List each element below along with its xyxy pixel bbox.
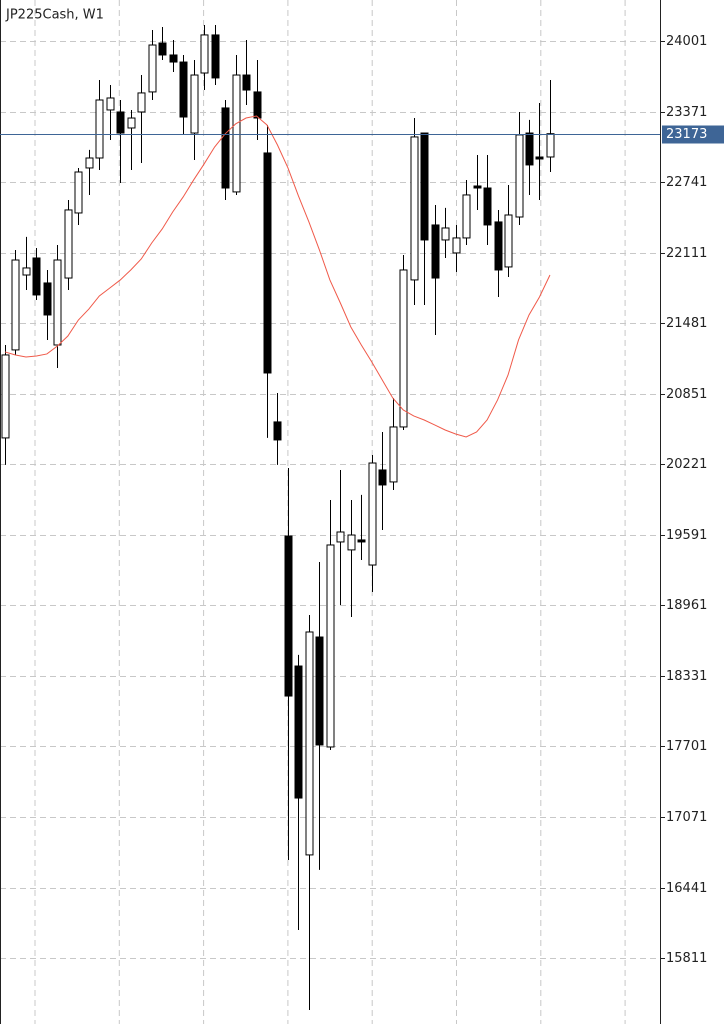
candle-body [253,91,262,119]
y-tick-label: 18961 [666,598,707,613]
candle-body [462,194,471,239]
candle-body [284,535,293,697]
candle-body [410,136,419,281]
candle-body [158,42,167,56]
candle-body [546,133,555,158]
y-tick-label: 17701 [666,739,707,754]
current-price-box [662,125,724,144]
candle-body [11,259,20,351]
y-tick-label: 22741 [666,175,707,190]
y-tick-label: 18331 [666,669,707,684]
y-tick-label: 20221 [666,457,707,472]
candle-body [85,157,94,169]
candle-body [305,631,314,856]
candle-body [315,636,324,746]
candle-body [137,92,146,113]
candle-body [95,99,104,159]
chart-title: JP225Cash, W1 [5,8,104,23]
candle-body [368,462,377,566]
plot [1,24,555,1011]
y-tick-label: 15811 [666,951,707,966]
candle-body [179,61,188,118]
candle-body [106,97,115,111]
current-price-label: 23173 [666,127,707,142]
y-tick-label: 21481 [666,316,707,331]
y-tick-label: 23371 [666,105,707,120]
candle-body [190,74,199,134]
candle-body [420,132,429,241]
candle-body [535,156,544,160]
candle-body [336,531,345,543]
candle-body [357,539,366,543]
candle-body [32,257,41,296]
candle-body [326,544,335,748]
candle-body [483,187,492,226]
candle-body [148,44,157,93]
candle-body [1,354,10,439]
candle-body [399,269,408,428]
candle-body [378,469,387,486]
candle-body [211,34,220,79]
candle-body [294,665,303,799]
candle-body [64,209,73,279]
y-tick-label: 17071 [666,810,707,825]
candle-body [263,152,272,374]
candle-body [232,74,241,193]
y-tick-label: 24001 [666,34,707,49]
candle-body [389,426,398,483]
candle-body [347,534,356,551]
candle-body [53,259,62,346]
candle-body [452,237,461,254]
moving-average [4,115,551,438]
candle-body [169,54,178,63]
y-tick-label: 22111 [666,246,707,261]
candle-body [441,227,450,241]
candle-body [494,221,503,271]
y-tick-label: 20851 [666,387,707,402]
candle-body [242,74,251,91]
candle-body [43,282,52,316]
y-tick-label: 19591 [666,528,707,543]
candle-body [221,107,230,189]
candle-body [431,224,440,279]
y-tick-label: 16441 [666,881,707,896]
candle-body [515,134,524,218]
candle-body [22,267,31,276]
candle-body [74,171,83,214]
candle-body [473,185,482,189]
candle-body [127,117,136,129]
candle-body [525,132,534,166]
candle-body [200,34,209,74]
candle-body [273,421,282,441]
candle-body [116,111,125,134]
candle-body [504,214,513,268]
